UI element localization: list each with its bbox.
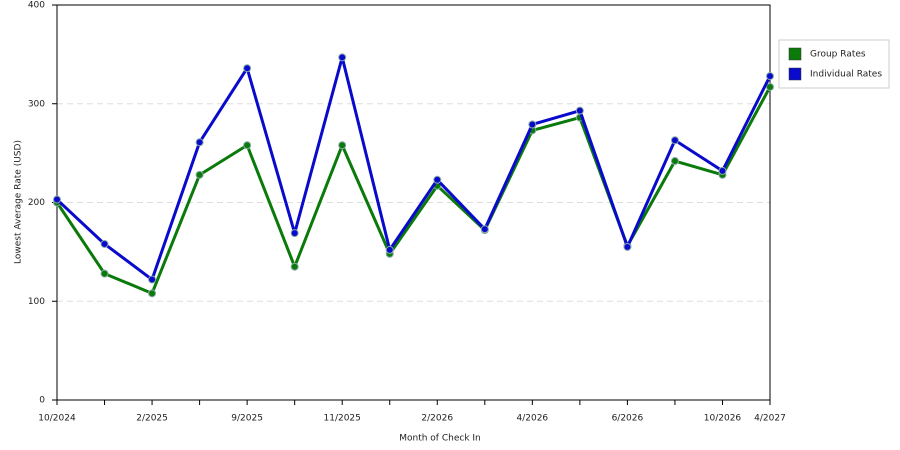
plot-frame: [56, 4, 771, 401]
point: [480, 225, 489, 234]
point: [670, 136, 679, 145]
point: [766, 82, 774, 91]
line: [55, 55, 772, 282]
point: [670, 157, 679, 166]
y-tick-label: 400: [28, 1, 45, 11]
x-tick-label: 11/2025: [324, 414, 361, 424]
point: [575, 106, 584, 115]
x-tick-label: 2/2025: [136, 414, 168, 424]
legend-swatch: [788, 67, 802, 81]
x-tick-label: 2/2026: [421, 414, 453, 424]
point: [623, 242, 632, 251]
legend-label: Group Rates: [810, 50, 866, 60]
point: [100, 269, 109, 278]
point: [148, 275, 157, 284]
y-tick-label: 200: [28, 198, 45, 208]
legend-swatch: [788, 47, 802, 61]
point: [385, 245, 394, 254]
y-tick-label: 300: [28, 99, 45, 109]
point: [195, 138, 204, 147]
point: [100, 239, 109, 248]
point: [338, 141, 347, 150]
point: [243, 141, 252, 150]
point: [290, 229, 299, 238]
point: [718, 166, 727, 175]
x-tick-label: 4/2026: [516, 414, 548, 424]
point: [433, 175, 442, 184]
y-tick-label: 100: [28, 297, 45, 307]
legend-box: [778, 39, 890, 89]
y-tick-label: 0: [39, 396, 45, 406]
x-axis-label: Month of Check In: [399, 434, 481, 444]
legend-label: Individual Rates: [810, 70, 882, 80]
x-tick-label: 6/2026: [612, 414, 644, 424]
y-axis-label: Lowest Average Rate (USD): [14, 140, 24, 264]
x-tick-label: 10/2024: [38, 414, 76, 424]
x-tick-label: 9/2025: [231, 414, 263, 424]
point: [243, 64, 252, 73]
x-tick-label: 4/2027: [754, 414, 786, 424]
point: [766, 72, 774, 81]
point: [148, 289, 157, 298]
x-tick-label: 10/2026: [704, 414, 742, 424]
point: [195, 170, 204, 179]
point: [528, 120, 537, 129]
point: [338, 53, 347, 62]
point: [53, 195, 61, 204]
point: [290, 262, 299, 271]
line: [55, 86, 772, 295]
